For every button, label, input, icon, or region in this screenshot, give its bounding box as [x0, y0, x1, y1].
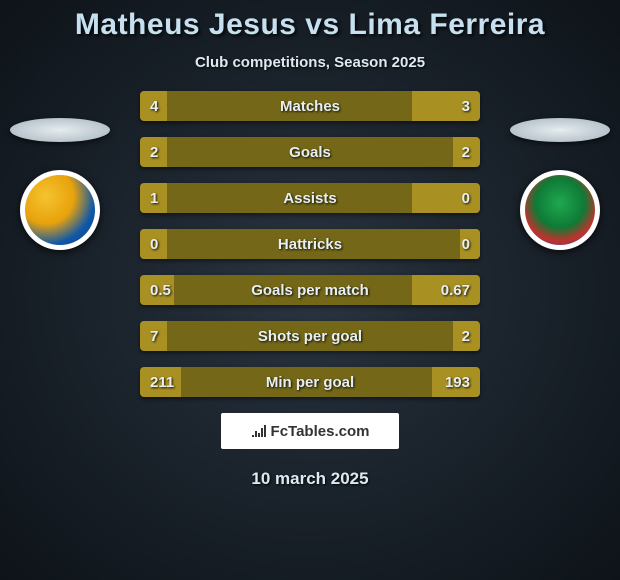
- stat-label: Goals per match: [140, 275, 480, 305]
- stat-value-right: 0: [462, 183, 470, 213]
- chart-icon: [251, 422, 267, 441]
- stat-label: Shots per goal: [140, 321, 480, 351]
- stat-value-right: 2: [462, 137, 470, 167]
- brand-text: FcTables.com: [271, 423, 370, 440]
- page-title: Matheus Jesus vs Lima Ferreira: [0, 8, 620, 42]
- stat-label: Min per goal: [140, 367, 480, 397]
- stat-row: 7Shots per goal2: [140, 321, 480, 351]
- stat-label: Goals: [140, 137, 480, 167]
- stat-value-right: 2: [462, 321, 470, 351]
- page-subtitle: Club competitions, Season 2025: [0, 54, 620, 71]
- stat-row: 0Hattricks0: [140, 229, 480, 259]
- stat-value-right: 0.67: [441, 275, 470, 305]
- comparison-infographic: Matheus Jesus vs Lima Ferreira Club comp…: [0, 0, 620, 580]
- stat-label: Matches: [140, 91, 480, 121]
- stat-label: Hattricks: [140, 229, 480, 259]
- stat-row: 1Assists0: [140, 183, 480, 213]
- stats-area: 4Matches32Goals21Assists00Hattricks00.5G…: [0, 91, 620, 397]
- stat-row: 0.5Goals per match0.67: [140, 275, 480, 305]
- stat-label: Assists: [140, 183, 480, 213]
- stat-value-right: 0: [462, 229, 470, 259]
- stat-row: 211Min per goal193: [140, 367, 480, 397]
- date-text: 10 march 2025: [0, 469, 620, 489]
- stat-row: 4Matches3: [140, 91, 480, 121]
- stat-value-right: 3: [462, 91, 470, 121]
- brand-badge: FcTables.com: [221, 413, 399, 449]
- stat-row: 2Goals2: [140, 137, 480, 167]
- stat-value-right: 193: [445, 367, 470, 397]
